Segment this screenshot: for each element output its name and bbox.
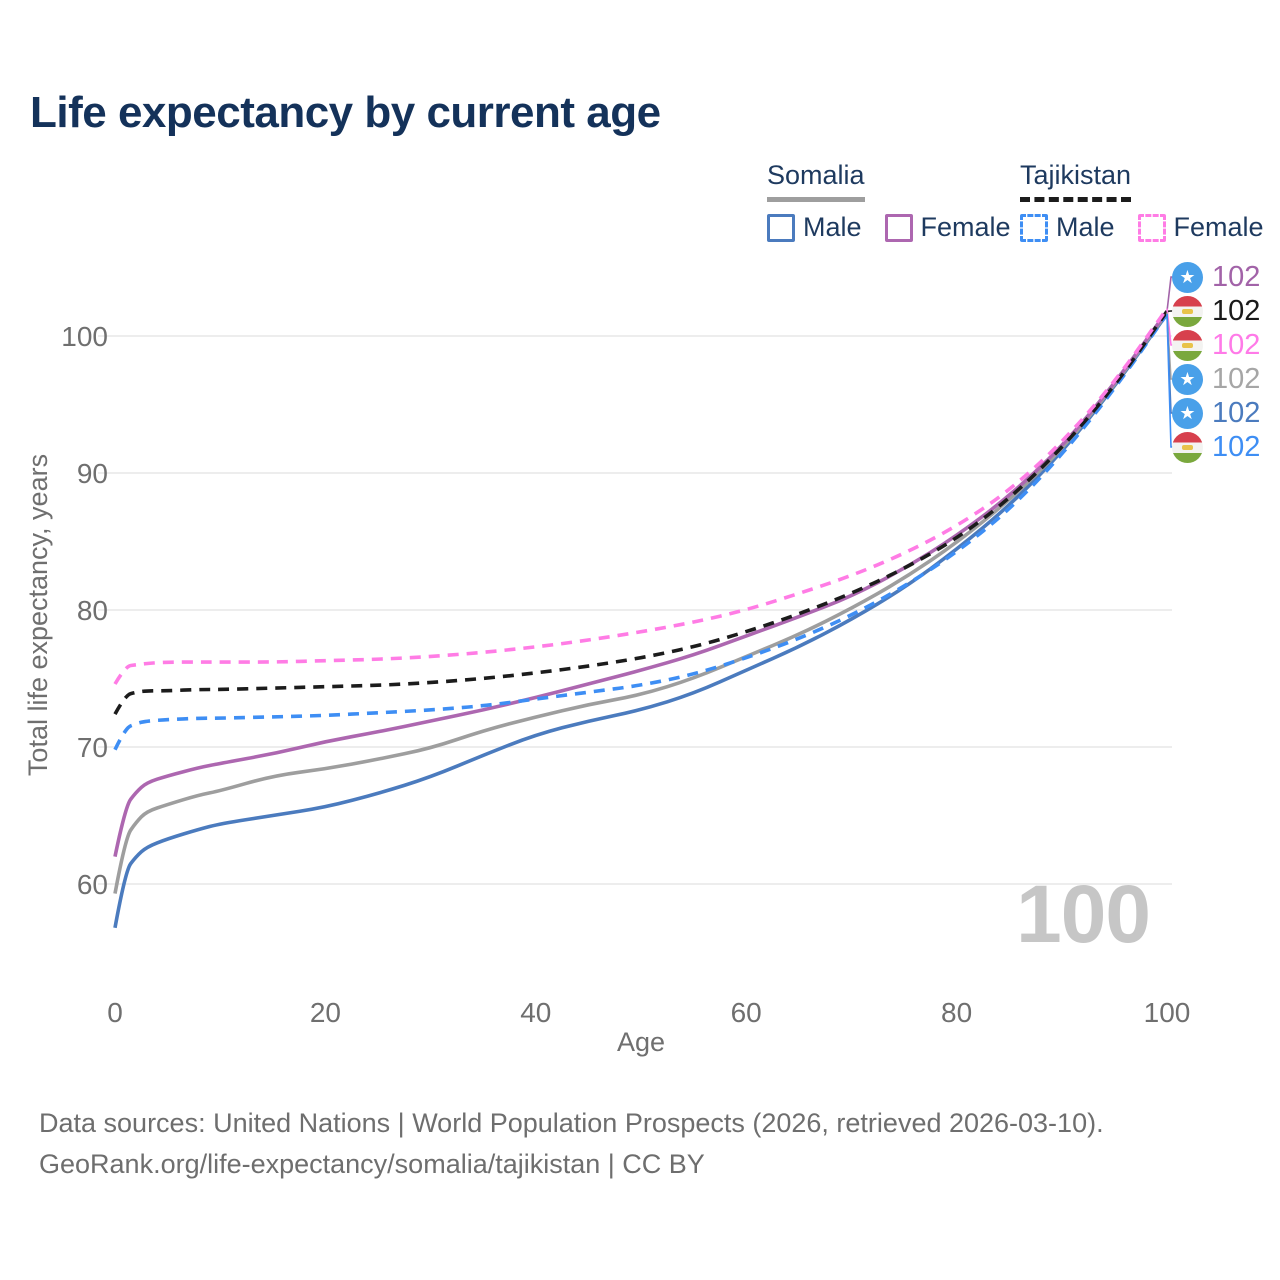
x-tick-0: 0 [107, 997, 123, 1028]
end-label-row-somalia-female: 102 [1172, 261, 1260, 293]
series-line-somalia-male[interactable] [113, 313, 1169, 929]
end-value-somalia-male: 102 [1212, 396, 1261, 429]
legend-label-somalia-male: Male [803, 212, 862, 242]
legend-item-tajikistan-female[interactable]: Female [1137, 212, 1264, 243]
series-line-somalia-both-sexes[interactable] [113, 311, 1169, 894]
footer: Data sources: United Nations | World Pop… [39, 1103, 1104, 1185]
end-label-row-tajikistan-male: 102 [1172, 431, 1260, 463]
x-axis-title: Age [617, 1027, 665, 1057]
x-tick-100: 100 [1144, 997, 1191, 1028]
tajikistan-male-swatch-icon[interactable] [1020, 213, 1048, 242]
legend-item-somalia-female[interactable]: Female [884, 212, 1011, 243]
y-tick-70: 70 [77, 732, 108, 763]
end-label-row-somalia-both: 102 [1172, 363, 1260, 395]
x-tick-80: 80 [941, 997, 972, 1028]
end-value-tajikistan-female: 102 [1212, 328, 1261, 361]
end-label-row-tajikistan-female: 102 [1172, 329, 1260, 361]
y-tick-80: 80 [77, 595, 108, 626]
series-line-tajikistan-male[interactable] [113, 313, 1169, 751]
y-tick-100: 100 [61, 321, 108, 352]
series-line-tajikistan-female[interactable] [113, 307, 1169, 685]
legend-header-somalia[interactable]: Somalia [767, 160, 865, 202]
y-tick-90: 90 [77, 458, 108, 489]
tajikistan-flag-icon [1172, 431, 1203, 463]
footer-data-sources: Data sources: United Nations | World Pop… [39, 1108, 1104, 1138]
somalia-female-swatch-icon[interactable] [884, 213, 913, 242]
end-value-somalia-both: 102 [1212, 362, 1261, 395]
end-value-tajikistan-both: 102 [1212, 294, 1261, 327]
somalia-male-swatch-icon[interactable] [767, 213, 795, 242]
y-axis-title: Total life expectancy, years [23, 454, 53, 776]
series-line-somalia-female[interactable] [113, 310, 1169, 857]
tajikistan-flag-icon [1172, 295, 1203, 327]
legend-label-tajikistan-male: Male [1056, 212, 1115, 242]
end-value-somalia-female: 102 [1212, 260, 1261, 293]
somalia-flag-icon [1172, 363, 1203, 395]
legend-header-tajikistan[interactable]: Tajikistan [1020, 160, 1132, 202]
legend-item-tajikistan-male[interactable]: Male [1020, 212, 1115, 243]
end-label-row-tajikistan-both: 102 [1172, 295, 1260, 327]
y-tick-60: 60 [77, 869, 108, 900]
somalia-flag-icon [1172, 261, 1203, 293]
legend-label-tajikistan-female: Female [1173, 212, 1264, 242]
x-tick-40: 40 [520, 997, 551, 1028]
tajikistan-female-swatch-icon[interactable] [1137, 213, 1166, 242]
legend-group-tajikistan: Tajikistan Male Female [1020, 160, 1264, 243]
x-tick-20: 20 [310, 997, 341, 1028]
end-label-row-somalia-male: 102 [1172, 397, 1260, 429]
end-value-tajikistan-male: 102 [1212, 430, 1261, 463]
legend-label-somalia-female: Female [920, 212, 1011, 242]
series-line-tajikistan-both-sexes[interactable] [113, 310, 1169, 715]
page-title: Life expectancy by current age [30, 88, 661, 137]
legend-group-somalia: Somalia Male Female [767, 160, 1011, 243]
footer-attribution: GeoRank.org/life-expectancy/somalia/taji… [39, 1149, 705, 1179]
x-tick-60: 60 [731, 997, 762, 1028]
tajikistan-flag-icon [1172, 329, 1203, 361]
legend-item-somalia-male[interactable]: Male [767, 212, 862, 243]
somalia-flag-icon [1172, 397, 1203, 429]
